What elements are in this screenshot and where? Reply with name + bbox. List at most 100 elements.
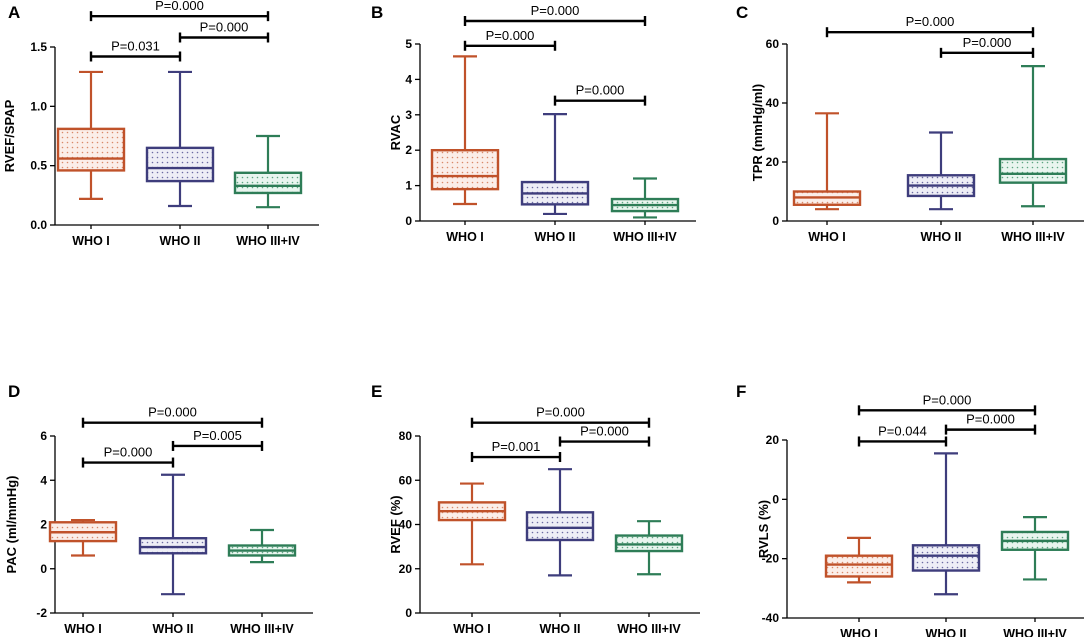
significance-bracket: P=0.000 — [178, 20, 270, 43]
p-value-label: P=0.000 — [531, 3, 580, 18]
y-tick-label: 40 — [399, 518, 413, 532]
panel-f: F -40 -20 0 20 RVLS (%) WHO I WHO II WHO III+IV P… — [736, 382, 1084, 637]
box-1 — [48, 518, 118, 557]
y-tick-label: 1.5 — [30, 40, 47, 54]
y-tick-label: 4 — [40, 473, 47, 487]
box-1 — [56, 70, 126, 200]
box-2 — [525, 468, 595, 577]
p-value-label: P=0.000 — [200, 20, 249, 35]
y-tick-label: 0 — [40, 562, 47, 576]
iqr-box — [145, 146, 215, 183]
y-tick-label: 40 — [766, 96, 780, 110]
significance-bracket: P=0.000 — [463, 28, 557, 51]
y-tick-label: -2 — [36, 606, 47, 620]
p-value-label: P=0.005 — [193, 428, 242, 443]
box-1 — [824, 536, 894, 584]
category-label: WHO I — [808, 230, 846, 244]
panel-letter: F — [736, 382, 746, 401]
y-tick-label: 6 — [40, 429, 47, 443]
y-axis-label: PAC (ml/mmHg) — [4, 476, 19, 574]
y-tick-label: 1 — [405, 179, 412, 193]
panel-d: D -2 0 2 4 6 PAC (ml/mmHg) WHO I WHO II WHO III+I… — [4, 382, 313, 636]
significance-bracket: P=0.000 — [939, 35, 1035, 58]
category-label: WHO II — [535, 230, 576, 244]
significance-bracket: P=0.000 — [81, 445, 175, 468]
y-tick-label: 2 — [40, 518, 47, 532]
y-axis-label: RVLS (%) — [756, 500, 771, 558]
category-label: WHO II — [160, 234, 201, 248]
box-1 — [792, 112, 862, 211]
box-3 — [1000, 516, 1070, 581]
y-axis-label: RVEF (%) — [388, 495, 403, 553]
category-label: WHO III+IV — [1003, 627, 1067, 637]
y-tick-label: 0 — [405, 214, 412, 228]
iqr-box — [911, 544, 981, 572]
iqr-box — [824, 554, 894, 578]
y-tick-label: 0 — [772, 492, 779, 506]
category-label: WHO II — [540, 622, 581, 636]
significance-bracket: P=0.000 — [825, 14, 1035, 38]
category-label: WHO I — [64, 622, 102, 636]
category-label: WHO III+IV — [1001, 230, 1065, 244]
y-tick-label: 20 — [399, 562, 413, 576]
significance-bracket: P=0.000 — [553, 83, 647, 106]
category-label: WHO II — [926, 627, 967, 637]
panel-e: E 0 20 40 60 80 RVEF (%) WHO I WHO II WHO III+IV P… — [371, 382, 700, 636]
iqr-box — [430, 148, 500, 191]
p-value-label: P=0.031 — [111, 38, 160, 53]
significance-bracket: P=0.005 — [171, 428, 264, 451]
significance-bracket: P=0.044 — [857, 423, 948, 447]
y-tick-label: 1.0 — [30, 99, 47, 113]
y-tick-label: 60 — [766, 37, 780, 51]
p-value-label: P=0.001 — [492, 439, 541, 454]
p-value-label: P=0.000 — [966, 412, 1015, 427]
p-value-label: P=0.000 — [536, 405, 585, 420]
panel-letter: E — [371, 382, 382, 401]
y-tick-label: 5 — [405, 37, 412, 51]
significance-bracket: P=0.000 — [81, 405, 264, 428]
box-1 — [437, 482, 507, 566]
p-value-label: P=0.000 — [148, 405, 197, 420]
p-value-label: P=0.000 — [576, 83, 625, 98]
y-tick-label: -40 — [762, 611, 780, 625]
significance-bracket: P=0.000 — [857, 392, 1037, 416]
panel-letter: C — [736, 3, 748, 22]
box-2 — [145, 70, 215, 208]
category-label: WHO I — [453, 622, 491, 636]
y-tick-label: 4 — [405, 72, 412, 86]
panel-c: C 0 20 40 60 TPR (mmHg/ml) WHO I WHO II WHO III+… — [736, 3, 1084, 244]
panel-b: B 0 1 2 3 4 5 RVAC WHO I WHO II WHO III+IV P=0.000 P… — [371, 3, 696, 244]
p-value-label: P=0.000 — [104, 445, 153, 460]
p-value-label: P=0.000 — [486, 28, 535, 43]
box-2 — [911, 452, 981, 596]
panel-letter: A — [8, 3, 20, 22]
significance-bracket: P=0.000 — [944, 412, 1037, 435]
y-tick-label: 20 — [766, 433, 780, 447]
box-3 — [227, 528, 297, 564]
category-label: WHO II — [153, 622, 194, 636]
category-label: WHO III+IV — [236, 234, 300, 248]
p-value-label: P=0.000 — [906, 14, 955, 29]
category-label: WHO I — [446, 230, 484, 244]
y-tick-label: 80 — [399, 429, 413, 443]
category-label: WHO III+IV — [617, 622, 681, 636]
p-value-label: P=0.000 — [155, 0, 204, 13]
y-tick-label: 2 — [405, 143, 412, 157]
significance-bracket: P=0.000 — [89, 0, 270, 22]
y-tick-label: 0 — [772, 214, 779, 228]
y-tick-label: 3 — [405, 108, 412, 122]
p-value-label: P=0.000 — [963, 35, 1012, 50]
category-label: WHO I — [840, 627, 878, 637]
iqr-box — [525, 511, 595, 542]
y-tick-label: -20 — [762, 552, 780, 566]
category-label: WHO III+IV — [230, 622, 294, 636]
box-2 — [906, 131, 976, 211]
iqr-box — [56, 127, 126, 172]
box-3 — [233, 134, 303, 209]
y-tick-label: 0.5 — [30, 159, 47, 173]
iqr-box — [233, 171, 303, 195]
significance-bracket: P=0.001 — [470, 439, 562, 463]
significance-bracket: P=0.031 — [89, 38, 182, 62]
significance-bracket: P=0.000 — [558, 424, 651, 447]
